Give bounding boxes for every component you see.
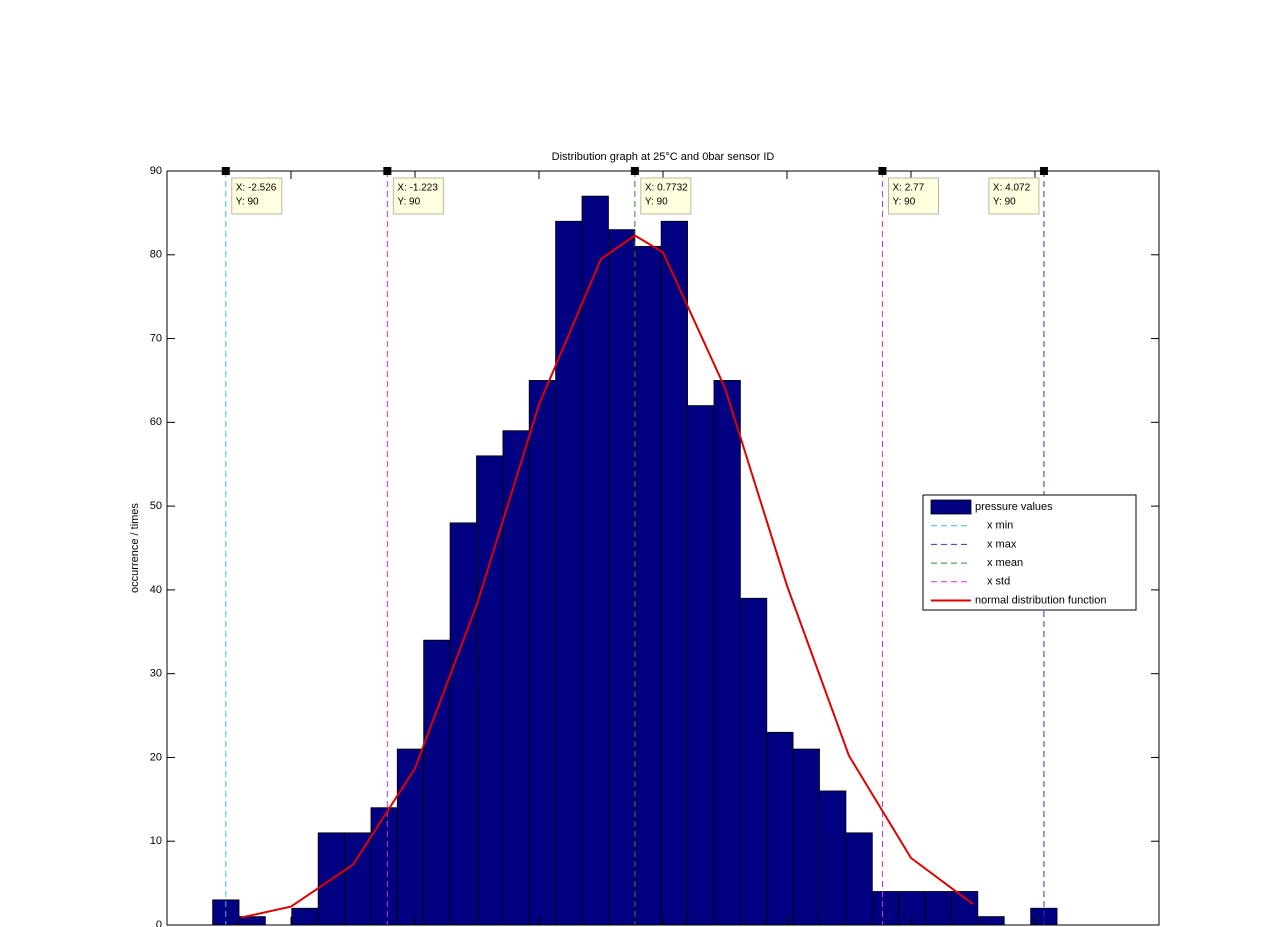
bar [476, 455, 504, 926]
datatip-box [887, 177, 939, 215]
bar [528, 380, 557, 926]
legend-label: x max [987, 538, 1017, 550]
datatip-marker [878, 167, 887, 175]
datatip-marker [1039, 167, 1048, 175]
datatip-marker [630, 167, 639, 175]
normal-curve [241, 234, 974, 919]
bar [687, 405, 715, 926]
datatip-text: X: 4.072 [993, 183, 1031, 194]
legend-label: normal distribution function [975, 594, 1106, 606]
datatip-box [988, 177, 1040, 215]
bar [977, 916, 1005, 926]
bar [581, 195, 609, 926]
y-tick-label: 0 [156, 919, 162, 927]
bar [819, 790, 847, 926]
legend-swatch [930, 499, 972, 515]
bar [370, 807, 398, 926]
y-tick-label: 10 [150, 835, 162, 847]
bar [713, 380, 741, 926]
y-tick-label: 50 [150, 500, 162, 512]
legend: pressure values x min x max x mean x std norm… [922, 494, 1137, 611]
bar [766, 731, 794, 926]
datatip: X: 2.77 Y: 90 [878, 167, 939, 215]
legend-label: x min [987, 520, 1013, 532]
y-tick-label: 30 [150, 668, 162, 680]
datatip-marker [383, 167, 392, 175]
datatip-marker [221, 167, 230, 175]
datatip-text: Y: 90 [645, 197, 668, 208]
bar [898, 891, 926, 926]
bar [608, 229, 636, 926]
datatip-box [231, 177, 283, 215]
datatip-box [392, 177, 444, 215]
datatip: X: -1.223 Y: 90 [383, 167, 444, 215]
bar [871, 891, 900, 926]
datatip: X: -2.526 Y: 90 [221, 167, 283, 215]
bar [660, 220, 688, 926]
bar [792, 748, 820, 926]
y-tick-label: 40 [150, 584, 162, 596]
datatip-text: Y: 90 [993, 197, 1016, 208]
legend-label: x mean [987, 557, 1023, 569]
legend-label: x std [987, 576, 1010, 588]
bar [555, 220, 583, 926]
bar [845, 832, 873, 926]
y-axis-label: occurrence / times [129, 503, 141, 593]
bar [449, 522, 477, 926]
bar [924, 891, 952, 926]
y-tick-label: 60 [150, 416, 162, 428]
y-tick-label: 70 [150, 332, 162, 344]
datatip-text: Y: 90 [892, 197, 915, 208]
datatip-text: X: 0.7732 [645, 183, 688, 194]
y-tick-label: 80 [150, 249, 162, 261]
chart-title: Distribution graph at 25°C and 0bar sens… [552, 151, 775, 163]
bar [344, 832, 372, 926]
legend-label: pressure values [975, 501, 1053, 513]
y-tick-label: 90 [150, 165, 162, 177]
datatip-box [640, 177, 692, 215]
datatip: X: 0.7732 Y: 90 [630, 167, 692, 215]
y-tick-label: 20 [150, 751, 162, 763]
bar [634, 245, 662, 926]
datatip-text: X: 2.77 [892, 183, 924, 194]
datatip-text: X: -1.223 [397, 183, 438, 194]
datatip-text: Y: 90 [397, 197, 420, 208]
datatip-text: X: -2.526 [236, 183, 277, 194]
datatip-text: Y: 90 [236, 197, 259, 208]
bar [291, 907, 319, 926]
bar [951, 891, 979, 926]
bar [423, 639, 451, 926]
datatip: X: 4.072 Y: 90 [988, 167, 1048, 215]
bar [739, 597, 768, 926]
